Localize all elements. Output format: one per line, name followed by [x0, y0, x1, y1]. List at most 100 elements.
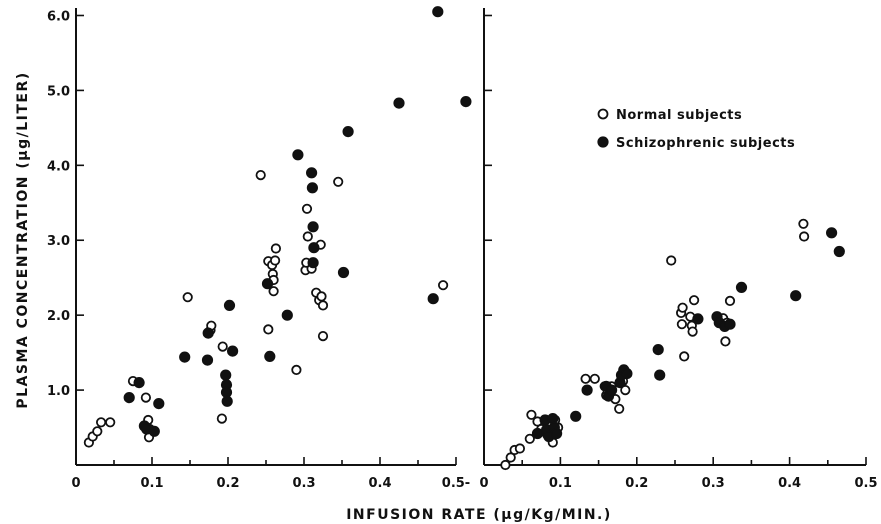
- data-point-normal: [679, 351, 690, 362]
- data-point-normal: [500, 459, 511, 471]
- data-point-schizophrenic: [306, 182, 318, 194]
- data-point-normal: [724, 295, 736, 306]
- data-point-schizophrenic: [570, 410, 582, 422]
- data-point-normal: [270, 243, 281, 254]
- data-point-normal: [798, 218, 809, 229]
- y-axis-title: PLASMA CONCENTRATION (μg/LITER): [15, 71, 31, 408]
- data-point-schizophrenic: [306, 167, 318, 179]
- data-point-normal: [302, 231, 313, 242]
- data-point-schizophrenic: [261, 278, 274, 290]
- x-tick-label: 0.4: [368, 476, 391, 491]
- data-point-schizophrenic: [692, 313, 704, 325]
- data-point-normal: [269, 255, 281, 266]
- data-point-schizophrenic: [123, 392, 135, 404]
- data-point-normal: [301, 203, 313, 214]
- data-point-schizophrenic: [550, 427, 563, 440]
- data-point-normal: [217, 341, 228, 352]
- x-tick-label: 0.1: [140, 476, 163, 491]
- y-tick-label: 4.0: [47, 159, 70, 174]
- data-point-normal: [589, 373, 600, 384]
- data-point-schizophrenic: [605, 384, 618, 396]
- data-point-schizophrenic: [427, 293, 439, 305]
- data-point-schizophrenic: [825, 227, 838, 239]
- data-point-schizophrenic: [153, 398, 165, 410]
- data-point-schizophrenic: [621, 368, 633, 380]
- data-point-normal: [216, 413, 227, 424]
- data-point-normal: [676, 319, 688, 330]
- data-point-normal: [514, 443, 526, 454]
- x-tick-label: 0.3: [702, 476, 725, 491]
- y-tick-label: 6.0: [47, 9, 70, 24]
- data-point-schizophrenic: [547, 413, 559, 425]
- data-point-schizophrenic: [342, 126, 354, 138]
- x-tick-label: 0.3: [292, 476, 315, 491]
- x-tick-label: 0.5-: [442, 476, 470, 491]
- data-point-normal: [526, 409, 537, 420]
- data-point-normal: [614, 403, 625, 414]
- y-tick-label: 5.0: [47, 84, 70, 99]
- data-point-schizophrenic: [833, 245, 845, 258]
- data-point-schizophrenic: [393, 97, 405, 109]
- data-point-normal: [688, 295, 700, 306]
- x-tick-label: 0: [71, 476, 80, 491]
- legend-marker-schizophrenic: [597, 136, 609, 148]
- data-point-schizophrenic: [281, 309, 293, 321]
- data-point-normal: [720, 336, 731, 347]
- data-point-schizophrenic: [724, 318, 736, 330]
- data-point-schizophrenic: [654, 369, 666, 381]
- data-point-schizophrenic: [227, 345, 239, 357]
- data-point-schizophrenic: [202, 327, 214, 339]
- data-point-schizophrenic: [221, 395, 233, 407]
- legend: Normal subjects Schizophrenic subjects: [597, 108, 795, 151]
- data-point-normal: [666, 255, 677, 266]
- legend-label-schizophrenic: Schizophrenic subjects: [616, 136, 795, 151]
- data-point-schizophrenic: [148, 425, 160, 437]
- x-tick-label: 0.4: [778, 476, 801, 491]
- data-point-normal: [140, 392, 151, 403]
- panels-layer: 1.02.03.04.05.06.00 0.1 0.2 0.3 0.4 0.5- 0 0.1 0…: [47, 6, 878, 491]
- x-tick-label: 0.5: [854, 476, 877, 491]
- panel-2: 0 0.1 0.2 0.3 0.4 0.5: [479, 8, 878, 491]
- data-point-normal: [316, 291, 327, 302]
- data-point-schizophrenic: [308, 242, 320, 254]
- legend-label-normal: Normal subjects: [616, 108, 742, 123]
- data-point-schizophrenic: [531, 427, 544, 440]
- y-tick-label: 1.0: [47, 384, 70, 399]
- data-point-normal: [677, 302, 688, 313]
- data-point-normal: [317, 300, 329, 311]
- data-point-normal: [105, 417, 116, 428]
- data-point-normal: [620, 384, 631, 396]
- data-point-normal: [268, 286, 279, 297]
- data-point-schizophrenic: [307, 257, 319, 269]
- data-point-normal: [798, 231, 810, 242]
- x-axis-title: INFUSION RATE (μg/Kg/MIN.): [346, 507, 612, 523]
- data-point-normal: [96, 417, 107, 428]
- data-point-normal: [687, 326, 698, 337]
- data-point-normal: [263, 324, 274, 335]
- data-point-schizophrenic: [460, 95, 472, 108]
- data-point-schizophrenic: [133, 377, 145, 389]
- data-point-normal: [333, 176, 344, 187]
- data-point-schizophrenic: [292, 149, 304, 161]
- x-tick-label: 0.2: [216, 476, 239, 491]
- data-point-schizophrenic: [790, 290, 802, 302]
- data-point-normal: [505, 452, 516, 463]
- data-point-normal: [437, 280, 449, 291]
- data-point-schizophrenic: [264, 350, 276, 362]
- data-point-normal: [580, 373, 591, 384]
- data-point-normal: [255, 170, 266, 181]
- data-point-schizophrenic: [179, 351, 191, 363]
- data-point-schizophrenic: [581, 384, 593, 396]
- x-tick-label: 0.1: [549, 476, 572, 491]
- data-point-normal: [182, 292, 193, 303]
- data-point-normal: [317, 330, 329, 342]
- legend-marker-normal: [597, 108, 609, 120]
- data-point-schizophrenic: [220, 369, 232, 381]
- data-point-schizophrenic: [307, 221, 319, 233]
- data-point-schizophrenic: [432, 6, 444, 18]
- data-point-schizophrenic: [201, 354, 214, 366]
- y-tick-label: 3.0: [47, 234, 70, 249]
- panel-1: 1.0 2.0 3.0 4.0 5.0 6.0 0 0.1 0.2 0.3 0.4 0.5-: [47, 6, 472, 491]
- data-point-normal: [524, 433, 535, 444]
